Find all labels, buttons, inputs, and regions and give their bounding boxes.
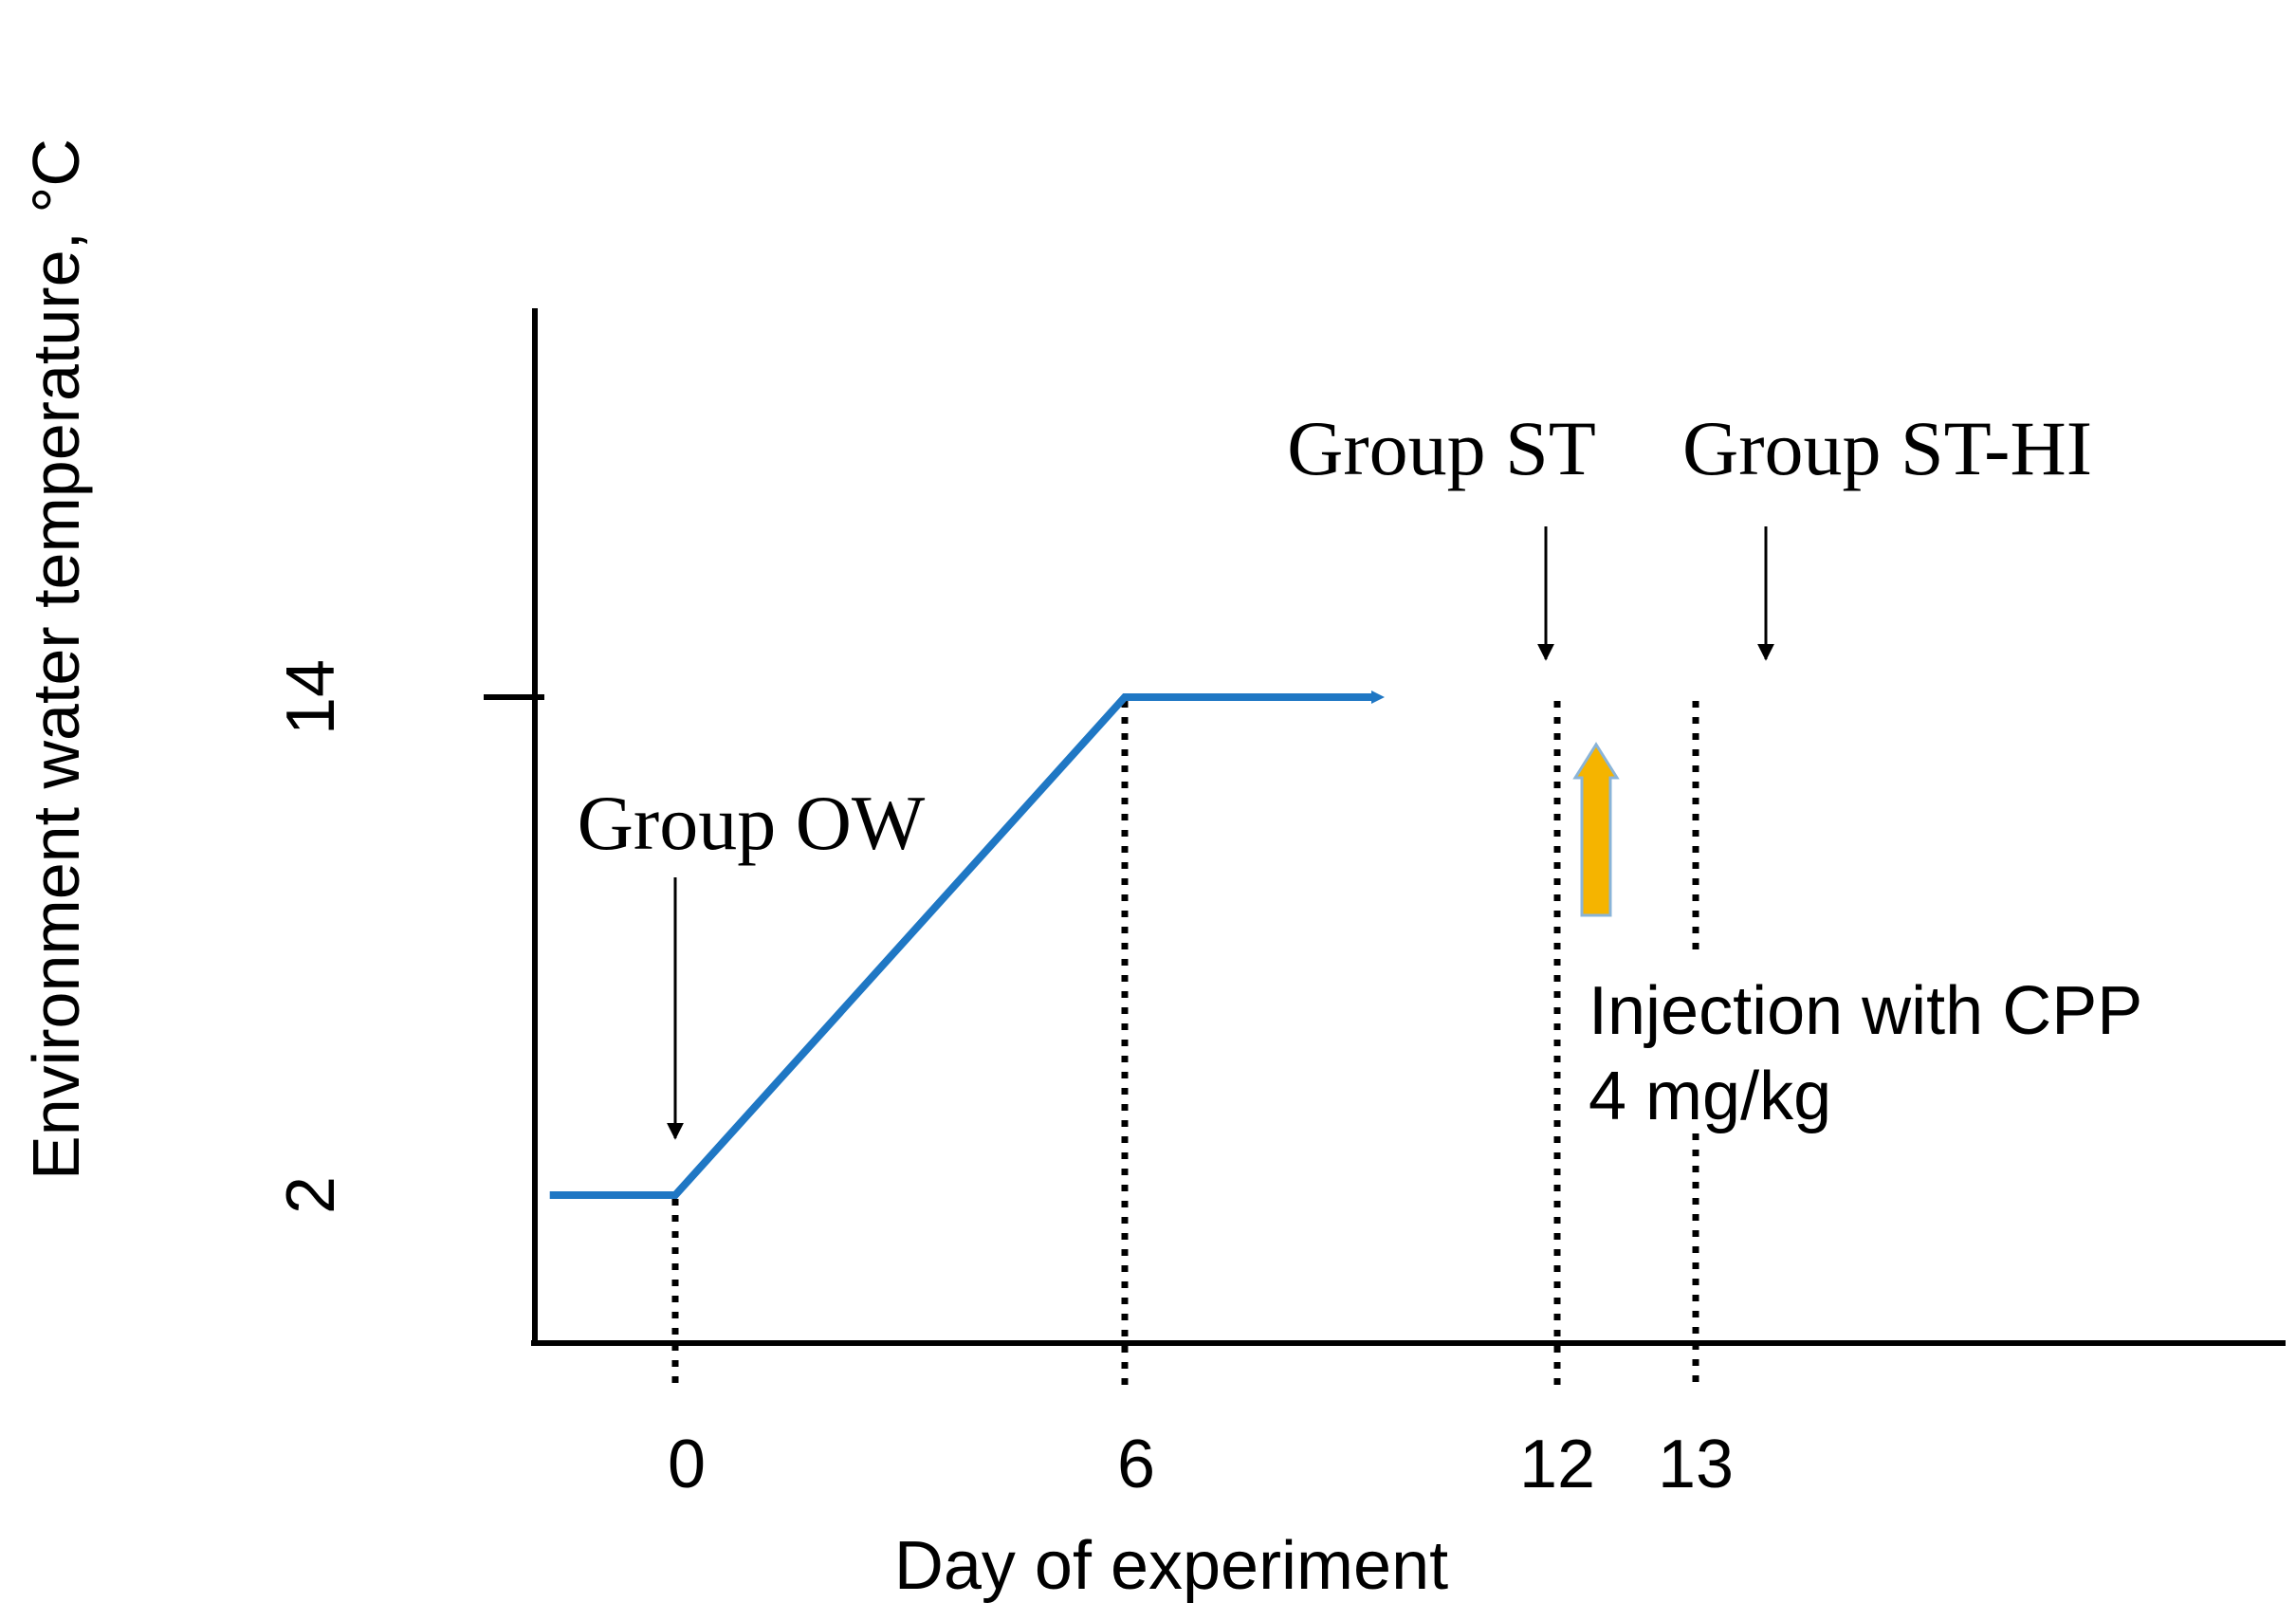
x-tick-label: 13: [1658, 1427, 1734, 1502]
series-arrowhead: [1371, 691, 1385, 704]
ticks: 0 6 12 13 2 14: [273, 659, 1734, 1502]
series-layer: [549, 691, 1385, 1199]
group-label-group-st-hi: Group ST-HI: [1682, 405, 2092, 491]
x-tick-label: 6: [1117, 1427, 1155, 1502]
y-tick-label: 14: [273, 659, 349, 735]
injection-annotation: Injection with CPP 4 mg/kg: [1572, 742, 2142, 1134]
y-tick-label: 2: [273, 1176, 349, 1214]
injection-arrow: [1572, 742, 1620, 917]
group-label-group-st: Group ST: [1287, 405, 1596, 491]
series-line: [549, 693, 1377, 1199]
x-axis-label: Day of experiment: [894, 1528, 1448, 1604]
injection-label-line1: Injection with CPP: [1589, 973, 2142, 1049]
axes: [531, 308, 2286, 1346]
dotted-guides: [671, 701, 1699, 1390]
group-label-group-ow: Group OW: [578, 780, 926, 866]
x-tick-label: 0: [668, 1427, 706, 1502]
x-tick-label: 12: [1519, 1427, 1595, 1502]
y-axis-label: Environment water temperature, °C: [19, 138, 93, 1180]
group-markers: Group OW Group ST Group ST-HI: [578, 405, 2092, 1140]
injection-label-line2: 4 mg/kg: [1589, 1059, 1831, 1134]
